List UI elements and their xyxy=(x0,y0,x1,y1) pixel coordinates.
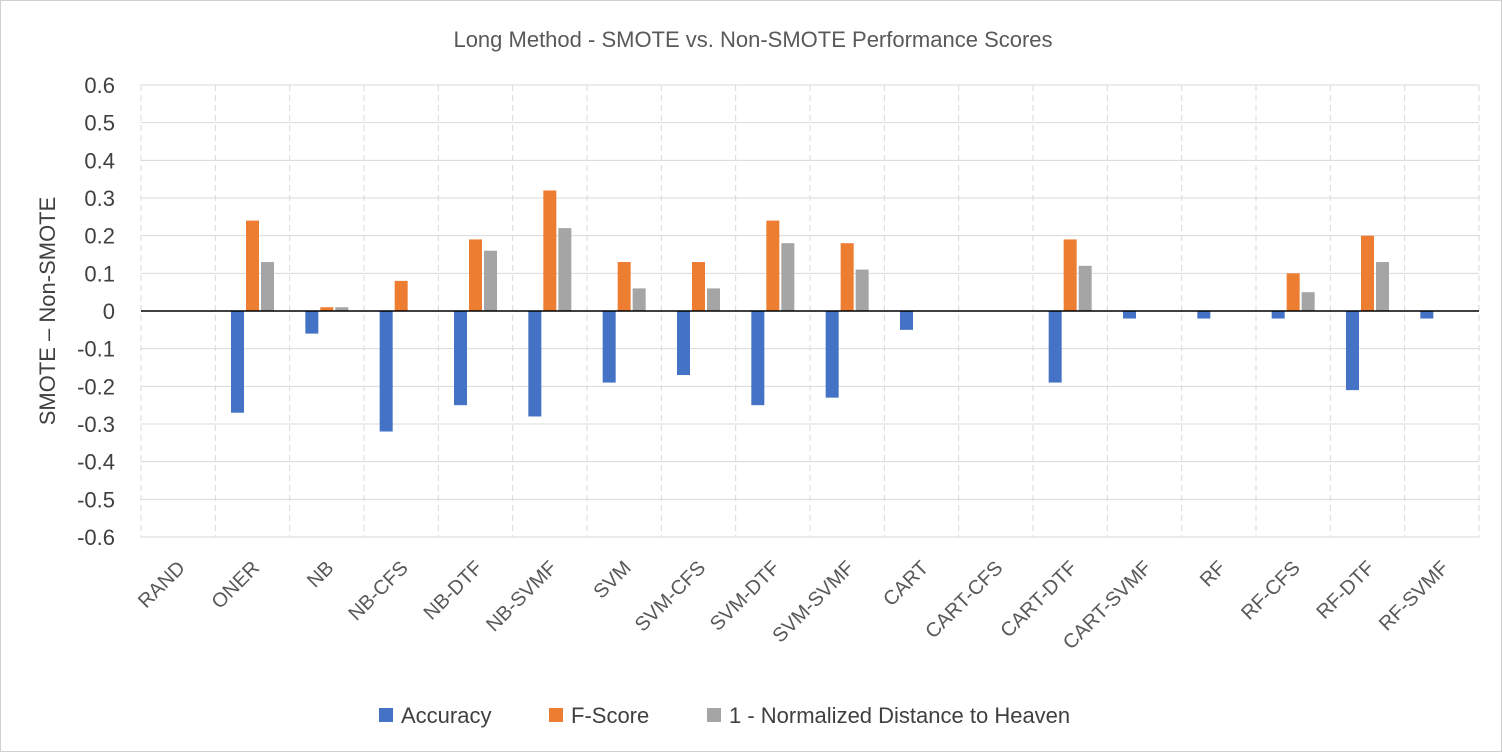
bar-f-score-rf-cfs xyxy=(1286,273,1300,311)
bar-f-score-nb-cfs xyxy=(394,280,408,311)
bar-1-normalized-distance-to-heaven-svm-svmf xyxy=(855,269,869,311)
bar-accuracy-rf-cfs xyxy=(1271,311,1285,319)
x-tick-label: NB xyxy=(303,557,338,592)
y-tick-label: -0.4 xyxy=(77,450,115,475)
y-tick-label: -0.6 xyxy=(77,525,115,550)
x-tick-label: CART xyxy=(879,557,933,611)
y-tick-label: 0.4 xyxy=(84,148,115,173)
bar-1-normalized-distance-to-heaven-rf-dtf xyxy=(1376,262,1389,311)
x-tick-label: RF-DTF xyxy=(1312,557,1379,624)
bar-f-score-svm xyxy=(617,262,631,311)
x-tick-label: SVM-DTF xyxy=(706,557,784,635)
legend-label: F-Score xyxy=(571,703,649,728)
y-tick-label: -0.1 xyxy=(77,337,115,362)
bar-accuracy-nb-svmf xyxy=(528,311,542,417)
legend-swatch xyxy=(707,708,721,722)
bar-accuracy-rf-dtf xyxy=(1346,311,1359,391)
bar-f-score-oner xyxy=(246,220,259,311)
bar-accuracy-svm xyxy=(602,311,616,383)
chart-title: Long Method - SMOTE vs. Non-SMOTE Perfor… xyxy=(453,27,1052,52)
x-tick-label: NB-DTF xyxy=(420,557,487,624)
legend: Accuracy F-Score 1 - Normalized Distance t… xyxy=(379,703,1070,728)
bars xyxy=(231,190,1434,432)
bar-1-normalized-distance-to-heaven-nb xyxy=(335,307,349,311)
y-tick-label: 0.5 xyxy=(84,111,115,136)
legend-swatch xyxy=(549,708,563,722)
bar-1-normalized-distance-to-heaven-svm-dtf xyxy=(781,243,795,311)
x-tick-label: NB-CFS xyxy=(344,557,412,625)
y-axis-label: SMOTE – Non-SMOTE xyxy=(35,197,60,426)
bar-accuracy-cart-dtf xyxy=(1048,311,1062,383)
bar-accuracy-oner xyxy=(231,311,244,413)
bar-accuracy-nb-dtf xyxy=(454,311,467,406)
legend-swatch xyxy=(379,708,393,722)
x-tick-label: SVM xyxy=(589,557,635,603)
bar-1-normalized-distance-to-heaven-cart-dtf xyxy=(1078,265,1092,311)
x-tick-label: RF-SVMF xyxy=(1375,557,1453,635)
bar-accuracy-svm-dtf xyxy=(751,311,765,406)
x-tick-label: NB-SVMF xyxy=(482,557,561,636)
bar-f-score-svm-dtf xyxy=(766,220,780,311)
bar-1-normalized-distance-to-heaven-svm-cfs xyxy=(707,288,720,311)
y-tick-label: 0.3 xyxy=(84,186,115,211)
y-tick-label: -0.2 xyxy=(77,374,115,399)
bar-accuracy-cart-svmf xyxy=(1123,311,1136,319)
bar-accuracy-nb-cfs xyxy=(379,311,393,432)
bar-accuracy-svm-svmf xyxy=(825,311,839,398)
bar-1-normalized-distance-to-heaven-nb-svmf xyxy=(558,228,572,311)
bar-f-score-svm-svmf xyxy=(840,243,854,311)
bar-f-score-nb xyxy=(320,307,334,311)
x-tick-label: RF-CFS xyxy=(1237,557,1304,624)
y-tick-label: 0.6 xyxy=(84,73,115,98)
bar-accuracy-rf-svmf xyxy=(1420,311,1434,319)
bar-1-normalized-distance-to-heaven-nb-dtf xyxy=(484,250,497,311)
legend-label: Accuracy xyxy=(401,703,491,728)
x-tick-label: ONER xyxy=(208,557,264,613)
bar-accuracy-nb xyxy=(305,311,319,334)
bar-f-score-cart-dtf xyxy=(1063,239,1077,311)
x-tick-label: CART-CFS xyxy=(921,557,1007,643)
bar-1-normalized-distance-to-heaven-svm xyxy=(632,288,646,311)
x-tick-label: RF xyxy=(1196,557,1230,591)
bar-accuracy-rf xyxy=(1197,311,1211,319)
bar-f-score-nb-dtf xyxy=(469,239,482,311)
bar-f-score-svm-cfs xyxy=(692,262,705,311)
legend-label: 1 - Normalized Distance to Heaven xyxy=(729,703,1070,728)
bar-accuracy-svm-cfs xyxy=(677,311,690,376)
y-tick-label: 0.2 xyxy=(84,224,115,249)
y-tick-label: -0.3 xyxy=(77,412,115,437)
y-tick-labels: 0.6 0.5 0.4 0.3 0.2 0.1 0 -0.1 -0.2 -0.3 -0.4 -0.5 -… xyxy=(77,73,115,550)
bar-1-normalized-distance-to-heaven-rf-cfs xyxy=(1301,292,1315,311)
y-tick-label: 0 xyxy=(103,299,115,324)
x-tick-label: SVM-CFS xyxy=(631,557,710,636)
bar-accuracy-cart xyxy=(900,311,913,330)
bar-f-score-nb-svmf xyxy=(543,190,557,311)
y-tick-label: -0.5 xyxy=(77,487,115,512)
y-tick-label: 0.1 xyxy=(84,261,115,286)
bar-f-score-rf-dtf xyxy=(1361,235,1374,311)
x-tick-label: RAND xyxy=(134,557,190,613)
bar-1-normalized-distance-to-heaven-oner xyxy=(261,262,274,311)
